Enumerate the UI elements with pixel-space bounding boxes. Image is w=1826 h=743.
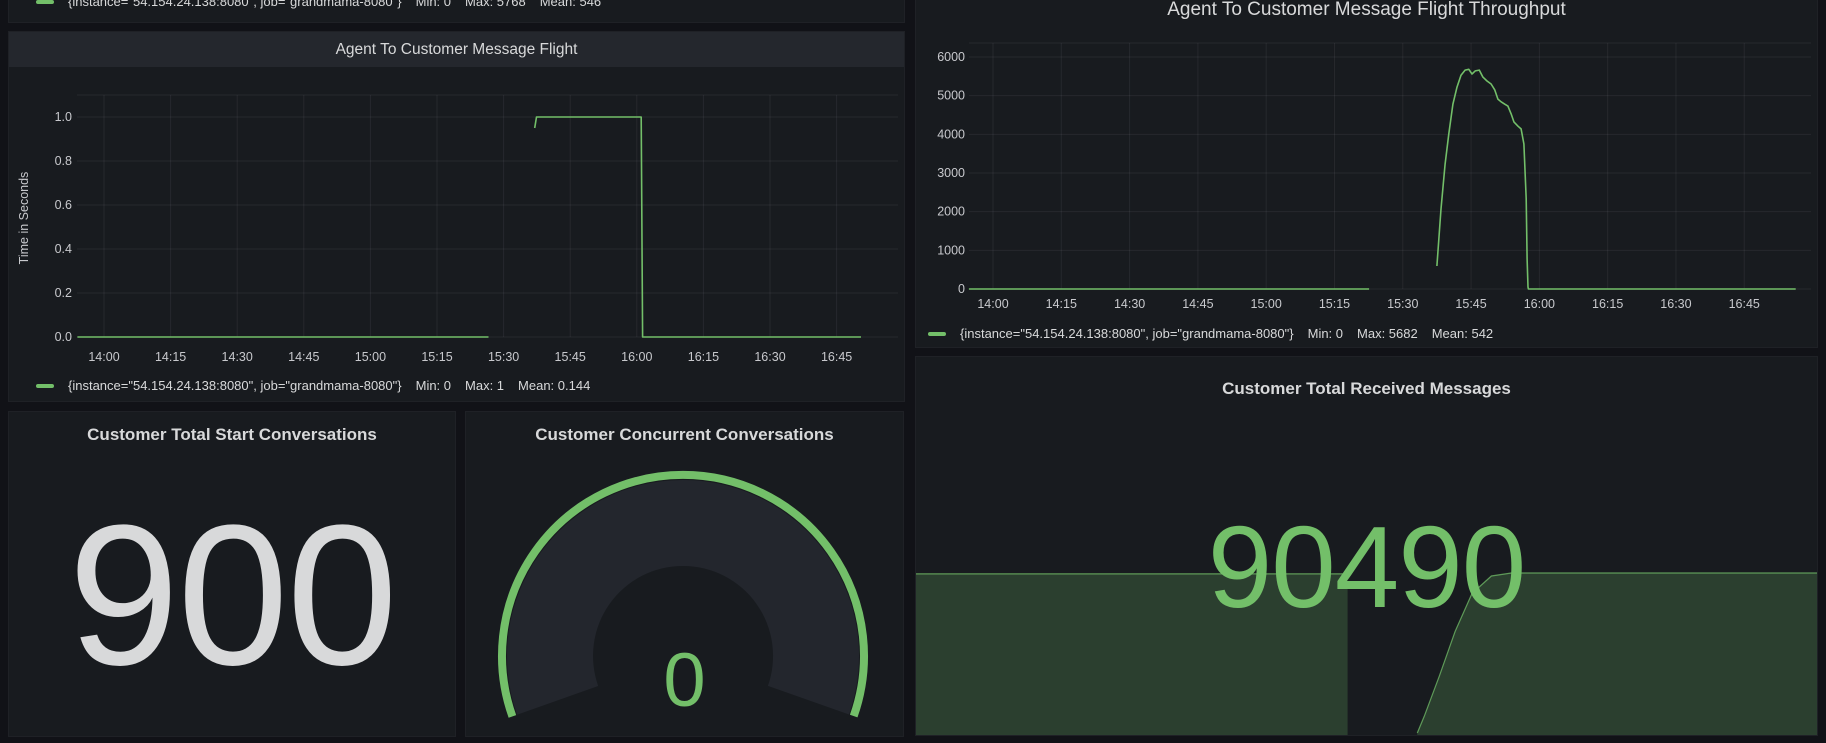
legend-top[interactable]: {instance="54.154.24.138:8080", job="gra… [36,0,601,9]
svg-text:15:00: 15:00 [1251,297,1282,311]
legend-throughput[interactable]: {instance="54.154.24.138:8080", job="gra… [928,326,1493,341]
series-swatch-icon [928,331,946,336]
svg-text:14:45: 14:45 [1182,297,1213,311]
svg-text:16:00: 16:00 [621,350,652,364]
panel-concurrent: Customer Concurrent Conversations 0 [465,411,904,737]
legend-min: Min: 0 [415,378,452,393]
panel-title-received[interactable]: Customer Total Received Messages [1222,379,1511,398]
legend-min: Min: 0 [415,0,452,9]
legend-mean: Mean: 546 [539,0,602,9]
stat-value-concurrent: 0 [663,638,706,723]
received-sparkline [916,572,1817,735]
concurrent-gauge [498,470,868,718]
svg-text:15:15: 15:15 [1319,297,1350,311]
panel-start-conversations: Customer Total Start Conversations 900 [8,411,456,737]
panel-throughput: Agent To Customer Message Flight Through… [915,0,1818,348]
svg-text:0: 0 [958,282,965,296]
svg-text:0.0: 0.0 [55,330,72,344]
svg-text:15:00: 15:00 [355,350,386,364]
svg-text:0.4: 0.4 [55,242,72,256]
gauge-arc [498,470,868,718]
panel-flight: Agent To Customer Message Flight Time in… [8,31,905,402]
svg-text:0.2: 0.2 [55,286,72,300]
legend-flight[interactable]: {instance="54.154.24.138:8080", job="gra… [36,378,590,393]
series-swatch-icon [36,0,54,4]
flight-chart-plot[interactable]: 14:00 14:15 14:30 14:45 15:00 15:15 15:30 15:45… [9,32,904,372]
svg-text:15:30: 15:30 [488,350,519,364]
gauge-track [507,479,860,715]
panel-title-throughput[interactable]: Agent To Customer Message Flight Through… [1167,0,1566,20]
svg-text:16:30: 16:30 [1660,297,1691,311]
svg-text:2000: 2000 [937,205,965,219]
stat-value-received: 90490 [1207,502,1527,632]
legend-max: Max: 5682 [1357,326,1418,341]
svg-text:1.0: 1.0 [55,110,72,124]
svg-text:15:45: 15:45 [555,350,586,364]
legend-mean: Mean: 542 [1431,326,1494,341]
svg-text:16:30: 16:30 [754,350,785,364]
svg-text:14:30: 14:30 [1114,297,1145,311]
legend-max: Max: 5768 [465,0,526,9]
panel-title-concurrent[interactable]: Customer Concurrent Conversations [535,425,834,444]
stat-value-start-conversations: 900 [68,484,398,707]
panel-received: Customer Total Received Messages 90490 [915,356,1818,736]
svg-text:14:00: 14:00 [977,297,1008,311]
series-swatch-icon [36,383,54,388]
svg-text:16:45: 16:45 [821,350,852,364]
svg-text:15:45: 15:45 [1455,297,1486,311]
legend-mean: Mean: 0.144 [518,378,591,393]
svg-text:0.8: 0.8 [55,154,72,168]
legend-series-label[interactable]: {instance="54.154.24.138:8080", job="gra… [68,378,402,393]
svg-text:14:00: 14:00 [88,350,119,364]
legend-min: Min: 0 [1307,326,1344,341]
svg-text:0.6: 0.6 [55,198,72,212]
svg-text:15:15: 15:15 [421,350,452,364]
panel-title-start-conversations[interactable]: Customer Total Start Conversations [87,425,377,444]
svg-text:15:30: 15:30 [1387,297,1418,311]
svg-text:14:15: 14:15 [1046,297,1077,311]
panel-top-partial: {instance="54.154.24.138:8080", job="gra… [8,0,905,23]
svg-text:3000: 3000 [937,166,965,180]
svg-text:16:00: 16:00 [1524,297,1555,311]
svg-text:14:45: 14:45 [288,350,319,364]
svg-text:14:30: 14:30 [222,350,253,364]
legend-series-label[interactable]: {instance="54.154.24.138:8080", job="gra… [68,0,402,9]
panel-header-flight[interactable]: Agent To Customer Message Flight [9,32,904,67]
legend-series-label[interactable]: {instance="54.154.24.138:8080", job="gra… [960,326,1294,341]
svg-text:14:15: 14:15 [155,350,186,364]
throughput-chart-plot[interactable]: 14:00 14:15 14:30 14:45 15:00 15:15 15:30 15:45… [916,0,1817,327]
svg-text:16:15: 16:15 [688,350,719,364]
svg-text:4000: 4000 [937,127,965,141]
legend-max: Max: 1 [465,378,505,393]
svg-text:1000: 1000 [937,243,965,257]
svg-text:6000: 6000 [937,50,965,64]
svg-text:16:45: 16:45 [1729,297,1760,311]
svg-text:16:15: 16:15 [1592,297,1623,311]
panel-title-flight[interactable]: Agent To Customer Message Flight [335,40,578,58]
svg-text:5000: 5000 [937,89,965,103]
